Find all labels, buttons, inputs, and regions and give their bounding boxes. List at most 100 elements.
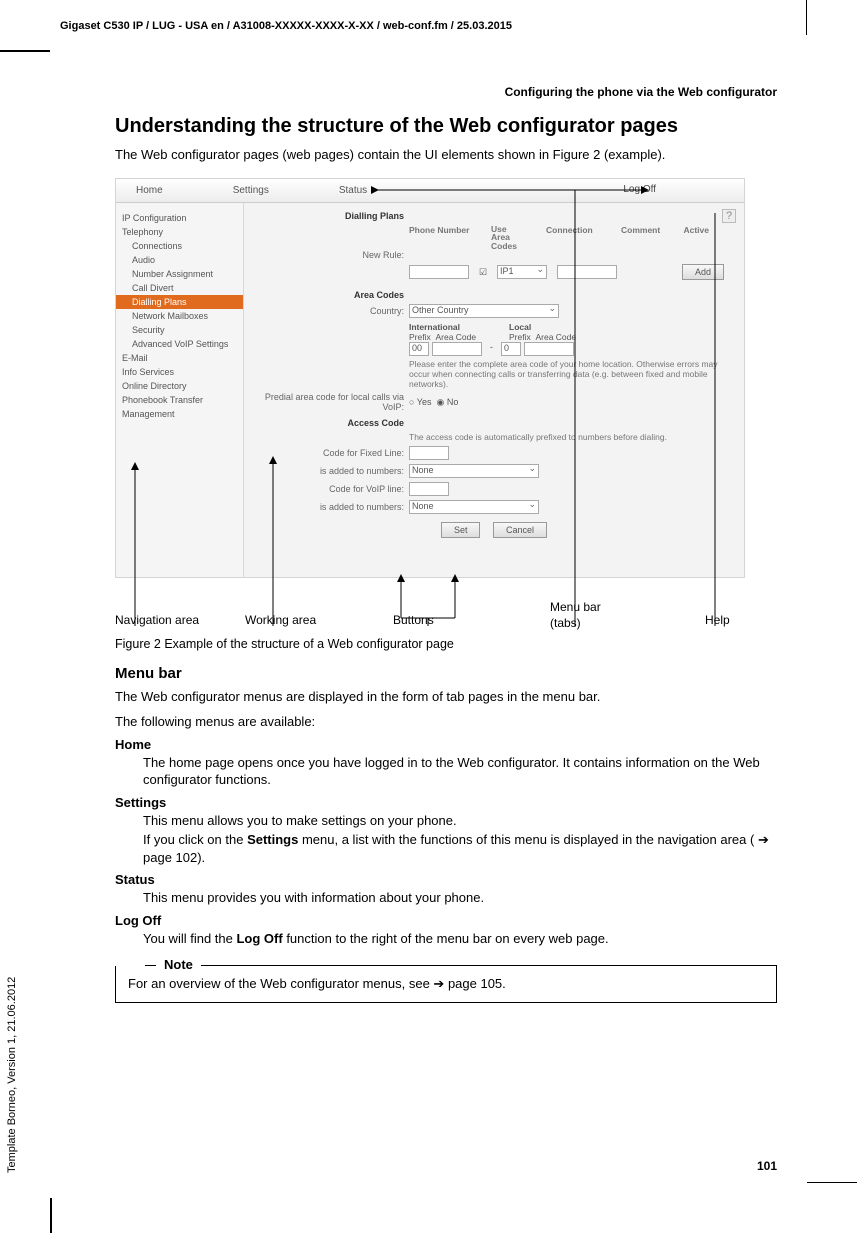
def-settings1: This menu allows you to make settings on… xyxy=(143,812,777,830)
lbl-ac1: Area Code xyxy=(435,332,476,342)
def-settings2d: page 102). xyxy=(143,850,205,865)
sidebar-online[interactable]: Online Directory xyxy=(116,379,243,393)
input-local-ac[interactable] xyxy=(524,342,574,356)
arrow-icon: ➔ xyxy=(758,832,769,847)
heading-1: Understanding the structure of the Web c… xyxy=(115,115,777,138)
lbl-intl: International xyxy=(409,322,460,332)
lbl-ac2: Area Code xyxy=(535,332,576,342)
sidebar-num[interactable]: Number Assignment xyxy=(116,267,243,281)
label-added2: is added to numbers: xyxy=(254,502,404,512)
figure-caption: Figure 2 Example of the structure of a W… xyxy=(115,637,777,651)
figure-2: Home Settings Status Log Off ? IP Config… xyxy=(115,178,777,633)
def-settings2c: menu, a list with the functions of this … xyxy=(298,832,758,847)
sidebar-phonebook[interactable]: Phonebook Transfer xyxy=(116,393,243,407)
sidebar-divert[interactable]: Call Divert xyxy=(116,281,243,295)
radio-no[interactable]: No xyxy=(447,397,459,407)
note-text2: page 105. xyxy=(448,976,506,991)
heading-menubar: Menu bar xyxy=(115,665,777,682)
select-added1[interactable]: None xyxy=(409,464,539,478)
note-text1: For an overview of the Web configurator … xyxy=(128,976,433,991)
page-content: Understanding the structure of the Web c… xyxy=(115,115,777,1143)
label-added1: is added to numbers: xyxy=(254,466,404,476)
def-logoff: You will find the Log Off function to th… xyxy=(143,930,777,948)
label-codevoip: Code for VoIP line: xyxy=(254,484,404,494)
area-note: Please enter the complete area code of y… xyxy=(409,359,734,390)
def-logoff3: function to the right of the menu bar on… xyxy=(283,931,609,946)
col-uac: Use Area Codes xyxy=(491,225,526,251)
def-home: The home page opens once you have logged… xyxy=(143,754,777,789)
select-country[interactable]: Other Country xyxy=(409,304,559,318)
add-button[interactable]: Add xyxy=(682,264,724,280)
input-intl-ac[interactable] xyxy=(432,342,482,356)
sidebar-ip[interactable]: IP Configuration xyxy=(116,211,243,225)
anno-tabs: (tabs) xyxy=(550,616,581,630)
tab-logoff[interactable]: Log Off xyxy=(623,184,656,195)
col-comment: Comment xyxy=(621,225,671,251)
cancel-button[interactable]: Cancel xyxy=(493,522,547,538)
label-codefixed: Code for Fixed Line: xyxy=(254,448,404,458)
term-home: Home xyxy=(115,737,777,752)
input-codevoip[interactable] xyxy=(409,482,449,496)
label-country: Country: xyxy=(254,306,404,316)
access-note: The access code is automatically prefixe… xyxy=(409,432,734,442)
sidebar-mbox[interactable]: Network Mailboxes xyxy=(116,309,243,323)
anno-menubar: Menu bar xyxy=(550,600,601,614)
ss-sidebar: IP Configuration Telephony Connections A… xyxy=(116,203,244,577)
def-status: This menu provides you with information … xyxy=(143,889,777,907)
sidebar-adv[interactable]: Advanced VoIP Settings xyxy=(116,337,243,351)
anno-help: Help xyxy=(705,613,730,627)
running-head: Configuring the phone via the Web config… xyxy=(505,85,777,99)
term-settings: Settings xyxy=(115,795,777,810)
lbl-p2: Prefix xyxy=(509,332,531,342)
input-local-prefix[interactable]: 0 xyxy=(501,342,521,356)
input-phone[interactable] xyxy=(409,265,469,279)
tab-settings[interactable]: Settings xyxy=(233,185,269,196)
sidebar-info[interactable]: Info Services xyxy=(116,365,243,379)
template-version: Template Borneo, Version 1, 21.06.2012 xyxy=(6,977,18,1173)
def-settings2b: Settings xyxy=(247,832,298,847)
col-conn: Connection xyxy=(546,225,601,251)
col-phone: Phone Number xyxy=(409,225,471,251)
input-intl-prefix[interactable]: 00 xyxy=(409,342,429,356)
page-number: 101 xyxy=(757,1159,777,1173)
input-codefixed[interactable] xyxy=(409,446,449,460)
anno-buttons: Buttons xyxy=(393,613,434,627)
sidebar-mgmt[interactable]: Management xyxy=(116,407,243,421)
sidebar-dial[interactable]: Dialling Plans xyxy=(116,295,243,309)
set-button[interactable]: Set xyxy=(441,522,481,538)
lbl-p1: Prefix xyxy=(409,332,431,342)
sidebar-email[interactable]: E-Mail xyxy=(116,351,243,365)
note-box: Note For an overview of the Web configur… xyxy=(115,965,777,1003)
label-access: Access Code xyxy=(254,418,404,428)
intro-paragraph: The Web configurator pages (web pages) c… xyxy=(115,146,777,164)
input-comment[interactable] xyxy=(557,265,617,279)
select-added2[interactable]: None xyxy=(409,500,539,514)
anno-working: Working area xyxy=(245,613,316,627)
menubar-p2: The following menus are available: xyxy=(115,713,777,731)
sidebar-conn[interactable]: Connections xyxy=(116,239,243,253)
ss-menu-bar: Home Settings Status Log Off xyxy=(116,179,744,203)
sidebar-tel[interactable]: Telephony xyxy=(116,225,243,239)
radio-yes[interactable]: Yes xyxy=(417,397,432,407)
def-logoff1: You will find the xyxy=(143,931,236,946)
label-newrule: New Rule: xyxy=(254,250,404,260)
def-logoff2: Log Off xyxy=(236,931,282,946)
screenshot-example: Home Settings Status Log Off ? IP Config… xyxy=(115,178,745,578)
header-path: Gigaset C530 IP / LUG - USA en / A31008-… xyxy=(60,20,512,32)
label-dialplans: Dialling Plans xyxy=(254,211,404,221)
ss-working-area: Dialling Plans Phone Number Use Area Cod… xyxy=(244,203,744,577)
sidebar-sec[interactable]: Security xyxy=(116,323,243,337)
select-conn[interactable]: IP1 xyxy=(497,265,547,279)
term-logoff: Log Off xyxy=(115,913,777,928)
arrow-icon-2: ➔ xyxy=(433,976,448,991)
note-label: Note xyxy=(156,957,201,972)
def-settings2: If you click on the Settings menu, a lis… xyxy=(143,831,777,866)
anno-nav: Navigation area xyxy=(115,613,199,627)
tab-home[interactable]: Home xyxy=(136,185,163,196)
term-status: Status xyxy=(115,872,777,887)
def-settings2a: If you click on the xyxy=(143,832,247,847)
tab-status[interactable]: Status xyxy=(339,185,367,196)
sidebar-audio[interactable]: Audio xyxy=(116,253,243,267)
label-predial: Predial area code for local calls via Vo… xyxy=(254,393,404,413)
lbl-local: Local xyxy=(509,322,531,332)
